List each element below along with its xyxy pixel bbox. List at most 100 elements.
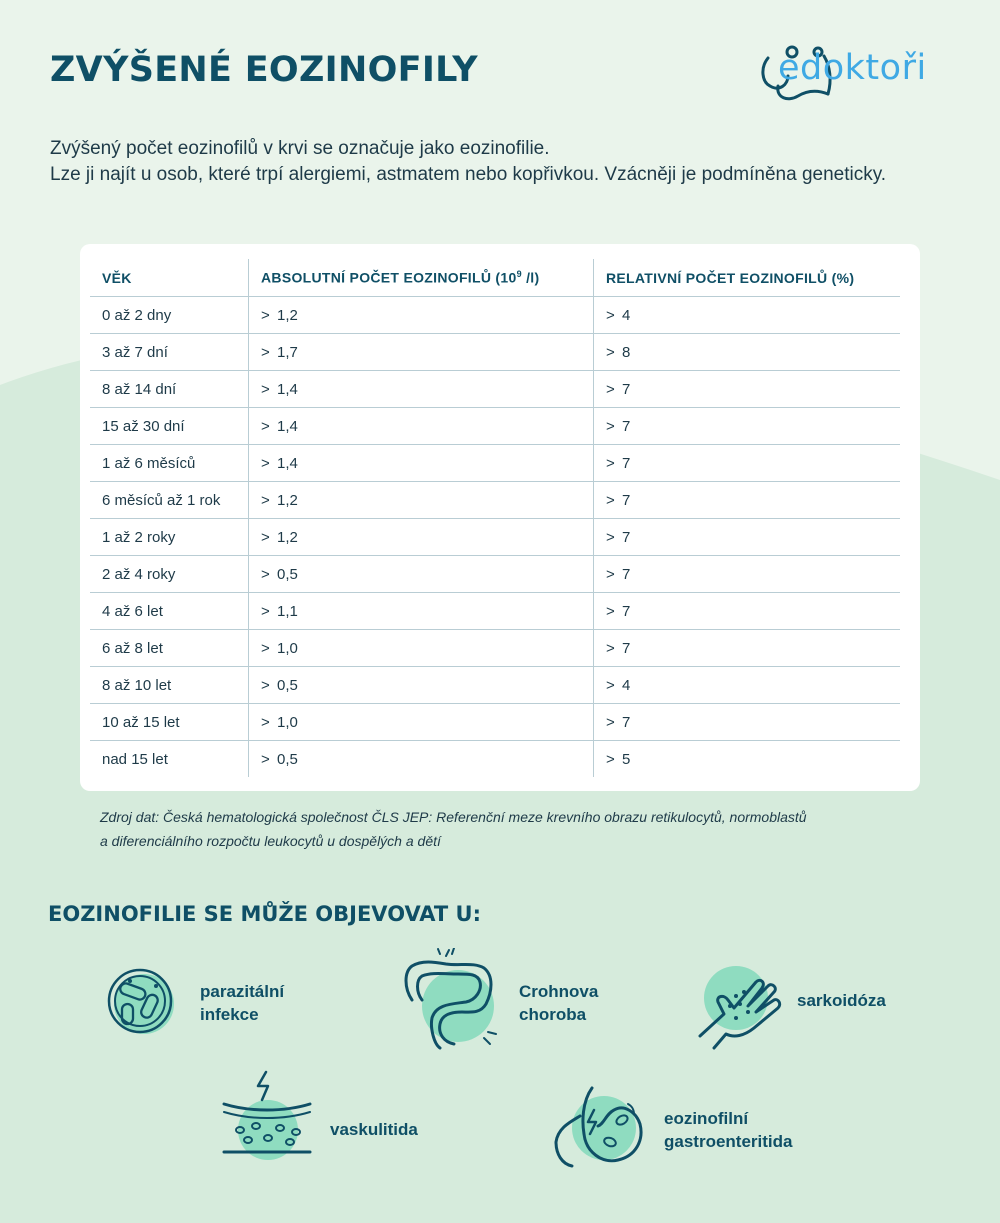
greater-than-sign: > <box>606 491 615 509</box>
greater-than-sign: > <box>261 343 270 361</box>
relative-value: 4 <box>622 306 631 324</box>
cell-age: 6 až 8 let <box>90 629 249 667</box>
intro: Zvýšený počet eozinofilů v krvi se označ… <box>50 136 886 188</box>
table-row: 1 až 6 měsíců >1,4 >7 <box>90 444 900 482</box>
absolute-value: 1,2 <box>277 528 298 546</box>
greater-than-sign: > <box>606 343 615 361</box>
absolute-value: 1,4 <box>277 380 298 398</box>
table-row: 4 až 6 let >1,1 >7 <box>90 592 900 630</box>
edoktori-logo[interactable]: edoktoři <box>758 40 958 110</box>
reference-table-card: VĚK ABSOLUTNÍ POČET EOZINOFILŮ (109 /l) … <box>80 244 920 791</box>
cell-absolute: >0,5 <box>248 555 594 593</box>
vessel-icon <box>222 1070 312 1160</box>
condition-crohn-line-1: Crohnova <box>519 982 599 1001</box>
cell-age: 6 měsíců až 1 rok <box>90 481 249 519</box>
cell-relative: >4 <box>593 296 900 334</box>
table-row: 15 až 30 dní >1,4 >7 <box>90 407 900 445</box>
cell-relative: >7 <box>593 629 900 667</box>
greater-than-sign: > <box>261 491 270 509</box>
cell-age: nad 15 let <box>90 740 249 777</box>
absolute-value: 1,4 <box>277 417 298 435</box>
absolute-value: 1,2 <box>277 491 298 509</box>
cell-relative: >7 <box>593 370 900 408</box>
relative-value: 7 <box>622 417 631 435</box>
reference-table: VĚK ABSOLUTNÍ POČET EOZINOFILŮ (109 /l) … <box>90 259 900 777</box>
cell-absolute: >1,7 <box>248 333 594 371</box>
cell-relative: >5 <box>594 741 901 778</box>
table-row: 3 až 7 dní >1,7 >8 <box>90 333 900 371</box>
cell-relative: >8 <box>593 333 900 371</box>
greater-than-sign: > <box>261 565 270 583</box>
absolute-value: 1,7 <box>277 343 298 361</box>
source-line-2: a diferenciálního rozpočtu leukocytů u d… <box>100 833 441 849</box>
cell-age: 0 až 2 dny <box>90 296 249 334</box>
hand-rash-icon <box>698 966 782 1050</box>
cell-age: 8 až 14 dní <box>90 370 249 408</box>
table-row: 6 měsíců až 1 rok >1,2 >7 <box>90 481 900 519</box>
cell-relative: >7 <box>593 518 900 556</box>
header-relative: RELATIVNÍ POČET EOZINOFILŮ (%) <box>593 259 900 297</box>
table-row: 1 až 2 roky >1,2 >7 <box>90 518 900 556</box>
cell-age: 1 až 2 roky <box>90 518 249 556</box>
logo-text: edoktoři <box>778 48 927 88</box>
relative-value: 7 <box>622 454 631 472</box>
stethoscope-icon <box>761 45 832 101</box>
header-absolute-unit: /l) <box>521 269 540 286</box>
cell-absolute: >1,4 <box>248 407 594 445</box>
relative-value: 7 <box>622 528 631 546</box>
header-absolute-exponent: 9 <box>516 269 522 280</box>
condition-parasitic: parazitální infekce <box>200 980 284 1026</box>
absolute-value: 0,5 <box>277 750 298 768</box>
cell-absolute: >1,1 <box>248 592 594 630</box>
table-row: 0 až 2 dny >1,2 >4 <box>90 296 900 334</box>
relative-value: 7 <box>622 639 631 657</box>
table-row: 8 až 10 let >0,5 >4 <box>90 666 900 704</box>
greater-than-sign: > <box>606 528 615 546</box>
greater-than-sign: > <box>261 750 270 768</box>
greater-than-sign: > <box>261 306 270 324</box>
greater-than-sign: > <box>606 565 615 583</box>
relative-value: 7 <box>622 380 631 398</box>
intestine-icon <box>404 948 497 1050</box>
greater-than-sign: > <box>261 380 270 398</box>
cell-relative: >4 <box>593 666 900 704</box>
greater-than-sign: > <box>606 713 615 731</box>
cell-absolute: >0,5 <box>248 666 594 704</box>
absolute-value: 1,0 <box>277 639 298 657</box>
header-absolute-text: ABSOLUTNÍ POČET EOZINOFILŮ (10 <box>261 269 517 286</box>
cell-absolute: >1,0 <box>248 703 594 741</box>
intro-line-1: Zvýšený počet eozinofilů v krvi se označ… <box>50 138 550 159</box>
table-row: 2 až 4 roky >0,5 >7 <box>90 555 900 593</box>
greater-than-sign: > <box>606 639 615 657</box>
cell-relative: >7 <box>593 703 900 741</box>
absolute-value: 1,4 <box>277 454 298 472</box>
cell-absolute: >0,5 <box>248 740 594 777</box>
source-line-1: Zdroj dat: Česká hematologická společnos… <box>100 809 807 825</box>
greater-than-sign: > <box>606 417 615 435</box>
greater-than-sign: > <box>606 306 615 324</box>
condition-gastro-line-2: gastroenteritida <box>664 1132 793 1151</box>
condition-gastro-line-1: eozinofilní <box>664 1109 749 1128</box>
stomach-icon <box>554 1086 643 1168</box>
conditions-title: EOZINOFILIE SE MŮŽE OBJEVOVAT U: <box>48 902 482 926</box>
cell-relative: >7 <box>593 555 900 593</box>
greater-than-sign: > <box>606 380 615 398</box>
relative-value: 7 <box>622 491 631 509</box>
cell-age: 1 až 6 měsíců <box>90 444 249 482</box>
condition-parasitic-line-1: parazitální <box>200 982 285 1001</box>
greater-than-sign: > <box>261 639 270 657</box>
greater-than-sign: > <box>606 602 615 620</box>
cell-absolute: >1,4 <box>248 444 594 482</box>
intro-line-2: Lze ji najít u osob, které trpí alergiem… <box>50 164 887 185</box>
cell-absolute: >1,2 <box>248 296 594 334</box>
cell-relative: >7 <box>593 592 900 630</box>
cell-relative: >7 <box>593 444 900 482</box>
cell-relative: >7 <box>593 481 900 519</box>
table-header-row: VĚK ABSOLUTNÍ POČET EOZINOFILŮ (109 /l) … <box>90 259 900 297</box>
condition-parasitic-line-2: infekce <box>200 1005 259 1024</box>
absolute-value: 1,2 <box>277 306 298 324</box>
condition-sarcoidosis-line-1: sarkoidóza <box>797 991 886 1010</box>
condition-gastro: eozinofilní gastroenteritida <box>664 1107 792 1153</box>
condition-sarcoidosis: sarkoidóza <box>797 989 886 1012</box>
